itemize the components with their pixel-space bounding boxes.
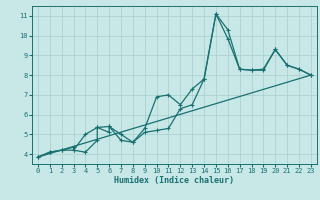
X-axis label: Humidex (Indice chaleur): Humidex (Indice chaleur) — [115, 176, 234, 185]
